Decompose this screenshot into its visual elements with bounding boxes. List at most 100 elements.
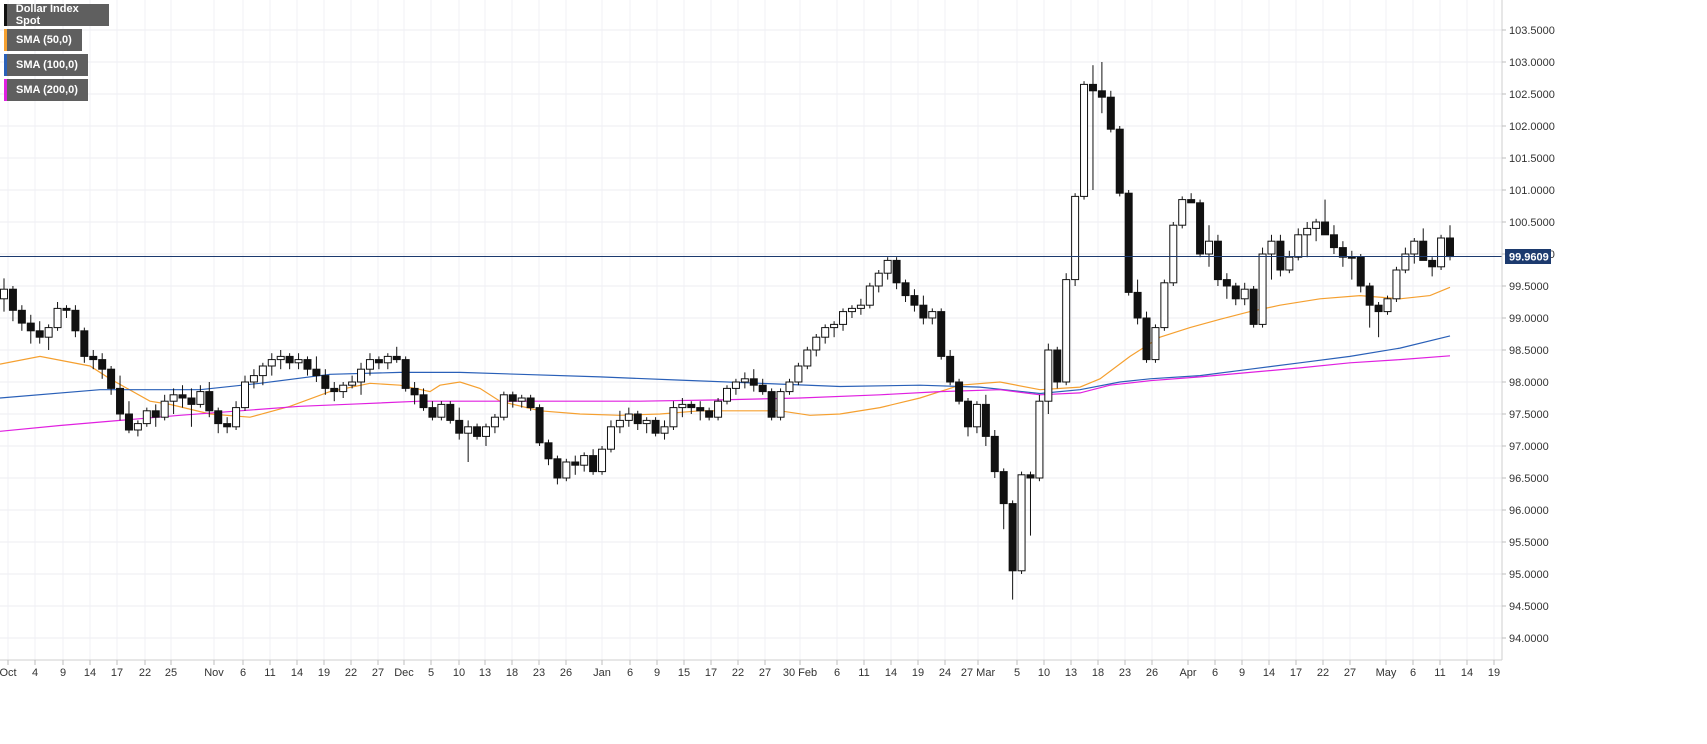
candle [910,289,919,312]
candle-body-up [383,355,392,364]
candle [428,401,437,421]
candle-body-up [972,403,981,428]
x-tick-label: 22 [1317,667,1329,679]
candle-body-up [606,426,615,450]
candle [928,308,937,325]
candle [0,278,8,312]
candle [535,404,544,446]
candle [1213,234,1222,286]
candle [1446,225,1454,261]
candle [1071,193,1080,286]
legend-item-dollar-index[interactable]: Dollar Index Spot [4,3,109,27]
y-axis-panel [1502,0,1707,744]
chart-grid [0,0,1502,660]
candle [374,356,383,370]
candle-body-down [17,309,26,324]
candle [794,362,803,386]
candle [1196,199,1205,258]
candle-body-down [107,368,116,389]
x-tick-label: 6 [1212,667,1218,679]
candle [267,353,276,376]
candle [187,388,196,427]
candle [1365,282,1374,328]
candle [116,375,125,421]
candle-body-down [981,403,990,437]
candle [392,346,401,363]
candle [1222,273,1231,299]
candle [312,356,321,382]
candle-body-down [687,403,696,409]
y-tick-label: 103.5000 [1509,25,1555,37]
candle-body-down [1088,83,1097,92]
candle [740,372,749,389]
candle-body-up [133,423,142,431]
candle-body-down [1446,237,1454,258]
x-tick-label: 11 [1434,667,1445,679]
x-tick-label: 6 [834,667,840,679]
candle [151,404,160,427]
legend-label-sma-50: SMA (50,0) [16,34,72,46]
legend-swatch-dollar-index [4,4,7,26]
price-tag-value: 99.9609 [1509,252,1549,264]
x-tick-label: 25 [165,667,177,679]
candle-body-up [517,397,526,402]
candle [1124,190,1133,296]
candle-body-down [1249,288,1258,325]
candle-body-up [794,365,803,383]
y-tick-label: 95.0000 [1509,569,1549,581]
candle-body-up [1017,474,1026,572]
candle [124,401,133,434]
x-tick-label: 13 [479,667,491,679]
candle [544,439,553,466]
candle [1080,81,1089,200]
candle-body-down [35,330,44,338]
sma-200-line [0,355,1451,432]
x-tick-label: Jan [593,667,611,679]
candle [276,350,285,370]
legend-item-sma-100[interactable]: SMA (100,0) [4,54,88,76]
candle [847,305,856,318]
candle [651,417,660,437]
x-tick-label: 15 [678,667,690,679]
candle-body-down [392,355,401,361]
candle [821,324,830,344]
legend-item-sma-50[interactable]: SMA (50,0) [4,29,82,51]
candle [241,375,249,411]
candle [1392,266,1401,302]
candle-body-down [98,359,107,370]
candle [1160,279,1169,331]
x-tick-label: 22 [732,667,744,679]
candle-body-up [1080,83,1089,197]
candle [964,398,972,437]
candle-body-up [196,391,205,405]
candle [303,356,312,376]
candle [803,346,812,370]
candle [35,321,44,344]
candle-body-up [598,448,607,473]
candle [1258,247,1267,328]
candle [580,452,589,472]
candle-body-up [874,272,883,287]
candle-body-up [580,455,589,466]
candle [321,369,330,395]
candle [1169,222,1178,286]
candle-body-up [562,461,571,479]
candle-body-down [1124,192,1133,293]
x-tick-label: 5 [1014,667,1020,679]
legend-item-sma-200[interactable]: SMA (200,0) [4,79,88,101]
y-tick-label: 98.0000 [1509,377,1549,389]
x-tick-label: 6 [627,667,633,679]
candle-body-down [696,407,705,412]
candle-body-up [1258,253,1267,325]
candle-body-up [856,304,865,309]
x-tick-label: 24 [939,667,951,679]
x-tick-label: 27 [759,667,771,679]
candle [517,394,526,408]
candle-body-down [1374,304,1383,313]
candle-body-up [232,407,241,428]
candle [731,378,740,395]
candle-body-down [1356,256,1365,287]
candle-body-up [830,323,839,329]
y-tick-label: 101.0000 [1509,185,1555,197]
